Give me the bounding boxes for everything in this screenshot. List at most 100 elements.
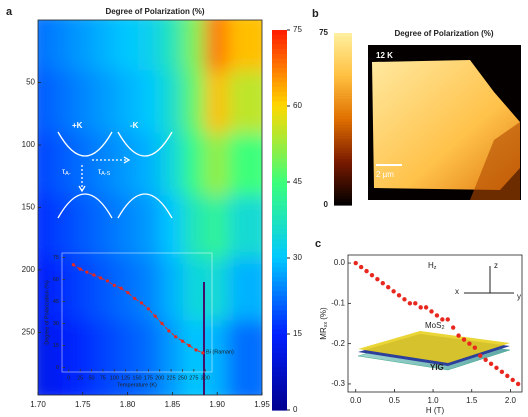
data-point — [499, 369, 505, 375]
colorbar-step — [272, 338, 287, 345]
colorbar-step — [272, 148, 287, 155]
colorbar-step — [272, 96, 287, 102]
colorbar-step — [334, 90, 352, 94]
colorbar-step — [334, 193, 352, 197]
colorbar-step — [272, 319, 287, 326]
data-point — [78, 267, 82, 271]
data-point — [429, 309, 434, 314]
x-tick-label: 150 — [132, 375, 141, 381]
data-point — [505, 373, 510, 379]
colorbar-label: 45 — [293, 177, 302, 186]
colorbar-step — [334, 141, 352, 146]
x-tick-label: 0.0 — [350, 396, 362, 405]
colorbar-step — [272, 129, 287, 136]
colorbar-step — [272, 91, 287, 98]
data-point — [413, 301, 418, 306]
colorbar-step — [272, 300, 287, 307]
colorbar-step — [334, 58, 352, 63]
colorbar-step — [272, 30, 287, 36]
colorbar-step — [272, 120, 287, 126]
colorbar-step — [334, 110, 352, 114]
colorbar-step — [334, 147, 352, 152]
colorbar-step — [334, 55, 352, 60]
colorbar-label: 0 — [293, 405, 298, 414]
data-point — [386, 285, 391, 290]
colorbar-step — [334, 136, 352, 140]
colorbar-step — [272, 191, 287, 197]
colorbar-step — [334, 81, 352, 86]
colorbar-step — [272, 205, 287, 212]
colorbar-step — [272, 239, 287, 245]
data-point — [364, 268, 369, 274]
colorbar-step — [272, 144, 287, 150]
colorbar-step — [334, 133, 352, 137]
colorbar-step — [272, 272, 287, 278]
colorbar-step — [272, 291, 287, 297]
data-point — [201, 351, 205, 355]
annotation: Hz — [428, 261, 437, 271]
colorbar-step — [334, 87, 352, 91]
colorbar-step — [272, 44, 287, 50]
colorbar-step — [272, 172, 287, 178]
data-point — [85, 270, 89, 274]
data-point — [369, 272, 375, 278]
data-point — [407, 301, 413, 306]
colorbar-step — [272, 234, 287, 240]
data-point — [478, 353, 483, 358]
y-tick-label: 15 — [53, 343, 59, 349]
plot-frame — [61, 252, 213, 373]
data-point — [488, 361, 494, 366]
colorbar-step — [272, 82, 287, 88]
colorbar-step — [334, 184, 352, 189]
data-point — [456, 333, 461, 338]
y-tick-label: 150 — [22, 203, 36, 212]
colorbar-step — [272, 376, 287, 383]
x-tick-label: 0 — [67, 375, 70, 381]
data-point — [418, 305, 423, 310]
colorbar-step — [334, 41, 352, 46]
axes-triad — [464, 266, 514, 294]
y-tick-label: 100 — [22, 140, 36, 149]
colorbar-step — [272, 106, 287, 112]
colorbar-step — [272, 262, 287, 269]
colorbar-step — [334, 116, 352, 120]
band-diagram — [57, 131, 173, 219]
data-point — [358, 264, 364, 270]
colorbar-step — [334, 35, 352, 40]
colorbar-label: 0 — [324, 200, 329, 209]
colorbar-step — [334, 44, 352, 48]
x-tick-label: 200 — [155, 375, 164, 381]
data-point — [450, 325, 456, 330]
y-tick-label: 200 — [22, 265, 36, 274]
colorbar-step — [334, 70, 352, 74]
y-tick-label: 45 — [53, 299, 59, 305]
data-point — [391, 289, 396, 294]
axis-name: z — [494, 261, 498, 270]
colorbar-step — [272, 167, 287, 174]
tau: τ — [62, 167, 66, 176]
x-tick-label: 50 — [88, 375, 94, 381]
colorbar-step — [272, 53, 287, 60]
data-point — [119, 286, 123, 290]
y-tick-label: 75 — [53, 255, 59, 261]
data-point — [71, 263, 75, 267]
y-label-sub: xx — [323, 322, 329, 328]
colorbar-step — [272, 258, 287, 264]
colorbar-step — [272, 72, 287, 79]
data-point — [180, 339, 185, 343]
data-point — [146, 307, 150, 311]
x-tick-label: 175 — [144, 375, 153, 381]
x-tick-label: 1.90 — [209, 400, 225, 409]
colorbar-step — [272, 357, 287, 364]
data-point — [174, 335, 178, 339]
x-axis-label: Temperature (K) — [117, 382, 157, 388]
colorbar-step — [272, 362, 287, 368]
x-tick-label: 250 — [178, 375, 187, 381]
colorbar-step — [334, 127, 352, 132]
colorbar-step — [272, 343, 287, 349]
colorbar-step — [334, 33, 352, 37]
colorbar-step — [272, 77, 287, 83]
panel-label: a — [6, 6, 13, 18]
data-point — [467, 341, 472, 346]
annotation: 2 µm — [376, 170, 394, 179]
